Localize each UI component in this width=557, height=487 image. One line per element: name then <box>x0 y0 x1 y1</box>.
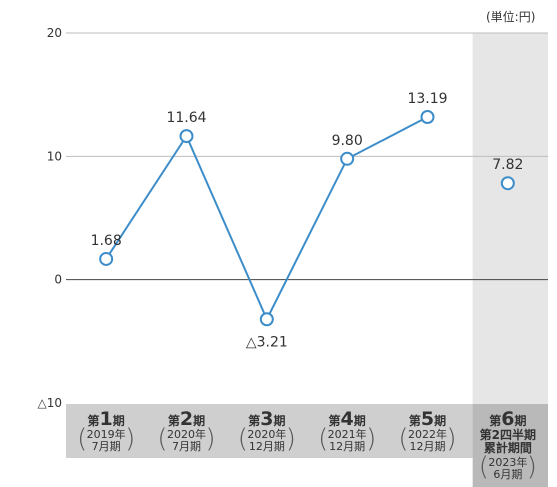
category-sub-label: 2022年 <box>408 427 447 441</box>
data-point <box>340 151 355 166</box>
category-label: 第3期 <box>248 408 285 430</box>
category-label: 第1期 <box>88 408 125 430</box>
paren-right: ) <box>286 424 296 454</box>
data-point <box>500 176 515 191</box>
paren-right: ) <box>205 424 215 454</box>
category-sub-label: 2019年 <box>87 427 126 441</box>
category-sub-label: 2021年 <box>328 427 367 441</box>
highlight-column-bg <box>472 33 548 404</box>
category-label: 第4期 <box>329 408 366 430</box>
y-tick-label: 0 <box>54 273 62 287</box>
paren-right: ) <box>366 424 376 454</box>
category-sub-label: 7月期 <box>92 440 121 453</box>
y-tick-label: 10 <box>47 149 62 163</box>
category-label: 第6期 <box>489 408 526 430</box>
category-sub-label: 2020年 <box>247 427 286 441</box>
paren-left: ( <box>157 424 167 454</box>
data-point <box>420 109 435 124</box>
data-point <box>99 251 114 266</box>
data-label: 11.64 <box>166 110 206 126</box>
data-label: △3.21 <box>246 334 288 350</box>
paren-left: ( <box>398 424 408 454</box>
data-point <box>259 312 274 327</box>
category-sub-label: 12月期 <box>249 440 285 453</box>
data-point <box>179 129 194 144</box>
category-extra-label: 累計期間 <box>484 440 532 455</box>
category-extra-label: 第2四半期 <box>480 427 536 442</box>
series-line <box>105 116 428 322</box>
data-label: 9.80 <box>332 133 363 149</box>
category-sub-label: 6月期 <box>493 468 522 481</box>
paren-right: ) <box>125 424 135 454</box>
y-tick-label: △10 <box>38 396 63 410</box>
category-sub-label: 2023年 <box>488 455 527 469</box>
paren-left: ( <box>479 452 489 482</box>
category-sub-label: 2020年 <box>167 427 206 441</box>
category-label: 第5期 <box>409 408 446 430</box>
category-sub-label: 12月期 <box>329 440 365 453</box>
paren-left: ( <box>318 424 328 454</box>
unit-note: (単位:円) <box>486 10 536 24</box>
paren-left: ( <box>238 424 248 454</box>
paren-left: ( <box>77 424 87 454</box>
data-label: 13.19 <box>407 91 447 107</box>
paren-right: ) <box>527 452 537 482</box>
y-tick-label: 20 <box>47 26 62 40</box>
paren-right: ) <box>446 424 456 454</box>
category-band <box>66 404 548 458</box>
data-label: 1.68 <box>91 233 122 249</box>
category-label: 第2期 <box>168 408 205 430</box>
data-label: 7.82 <box>492 157 523 173</box>
category-sub-label: 7月期 <box>172 440 201 453</box>
highlight-category-band <box>472 404 548 487</box>
category-sub-label: 12月期 <box>410 440 446 453</box>
